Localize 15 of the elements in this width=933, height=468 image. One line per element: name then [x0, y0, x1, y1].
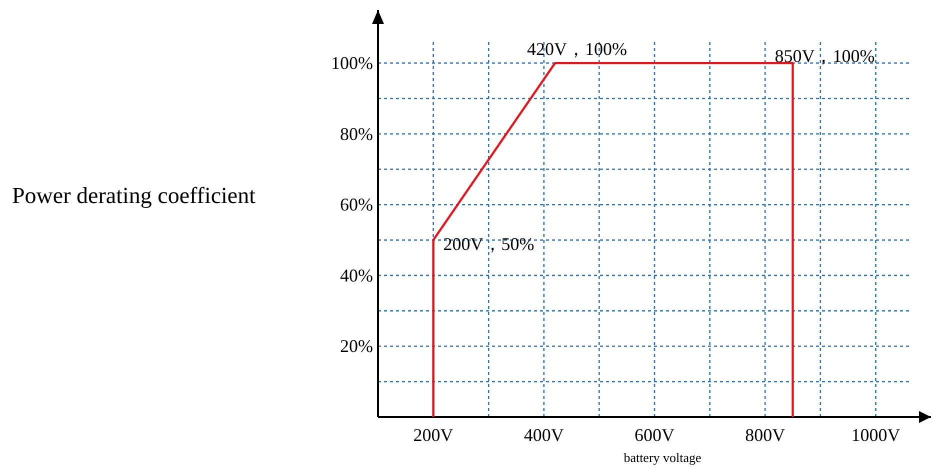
x-axis-title: battery voltage	[624, 450, 702, 465]
y-tick-label: 40%	[340, 265, 373, 286]
annotation: 200V，50%	[443, 234, 534, 254]
y-tick-label: 20%	[340, 336, 373, 356]
y-axis-title: Power derating coefficient	[12, 183, 256, 208]
y-tick-label: 80%	[340, 124, 373, 144]
y-tick-label: 100%	[331, 53, 373, 74]
x-tick-label: 800V	[745, 425, 786, 445]
x-tick-label: 1000V	[851, 425, 900, 445]
x-tick-label: 400V	[524, 425, 564, 445]
x-tick-label: 600V	[634, 425, 674, 445]
x-tick-label: 200V	[413, 425, 454, 445]
annotation: 420V，100%	[526, 39, 627, 60]
y-tick-label: 60%	[340, 194, 373, 215]
annotation: 850V，100%	[774, 46, 875, 66]
